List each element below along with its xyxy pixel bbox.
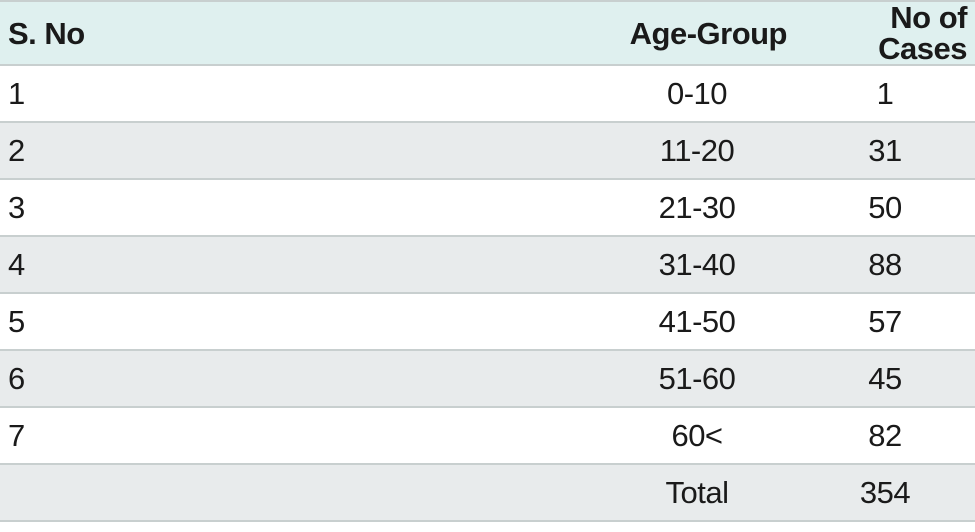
table-row: 7 60< 82 (0, 407, 975, 465)
table-total-row: Total 354 (0, 464, 975, 522)
table-row: 4 31-40 88 (0, 236, 975, 294)
cell-s-no: 7 (0, 407, 300, 465)
table-row: 5 41-50 57 (0, 293, 975, 351)
cell-s-no: 5 (0, 293, 300, 351)
cell-s-no: 6 (0, 350, 300, 408)
cell-s-no: 2 (0, 122, 300, 180)
cell-no-of-cases: 31 (795, 122, 975, 180)
cell-no-of-cases: 82 (795, 407, 975, 465)
cell-age-group: 0-10 (300, 65, 795, 123)
table-row: 1 0-10 1 (0, 65, 975, 123)
header-s-no: S. No (0, 1, 300, 66)
cell-age-group: 60< (300, 407, 795, 465)
cell-age-group: 51-60 (300, 350, 795, 408)
cell-age-group: 41-50 (300, 293, 795, 351)
cell-age-group: 31-40 (300, 236, 795, 294)
table-row: 6 51-60 45 (0, 350, 975, 408)
cell-no-of-cases: 88 (795, 236, 975, 294)
cell-total-label: Total (300, 464, 795, 522)
cell-total-value: 354 (795, 464, 975, 522)
cell-no-of-cases: 57 (795, 293, 975, 351)
header-no-of-cases: No of Cases (795, 1, 975, 66)
table-header-row: S. No Age-Group No of Cases (0, 1, 975, 66)
cell-s-no: 3 (0, 179, 300, 237)
cell-age-group: 21-30 (300, 179, 795, 237)
table-row: 2 11-20 31 (0, 122, 975, 180)
cell-no-of-cases: 1 (795, 65, 975, 123)
cell-s-no (0, 464, 300, 522)
table-row: 3 21-30 50 (0, 179, 975, 237)
cell-no-of-cases: 45 (795, 350, 975, 408)
cell-s-no: 4 (0, 236, 300, 294)
cell-no-of-cases: 50 (795, 179, 975, 237)
cell-age-group: 11-20 (300, 122, 795, 180)
header-age-group: Age-Group (300, 1, 795, 66)
cell-s-no: 1 (0, 65, 300, 123)
